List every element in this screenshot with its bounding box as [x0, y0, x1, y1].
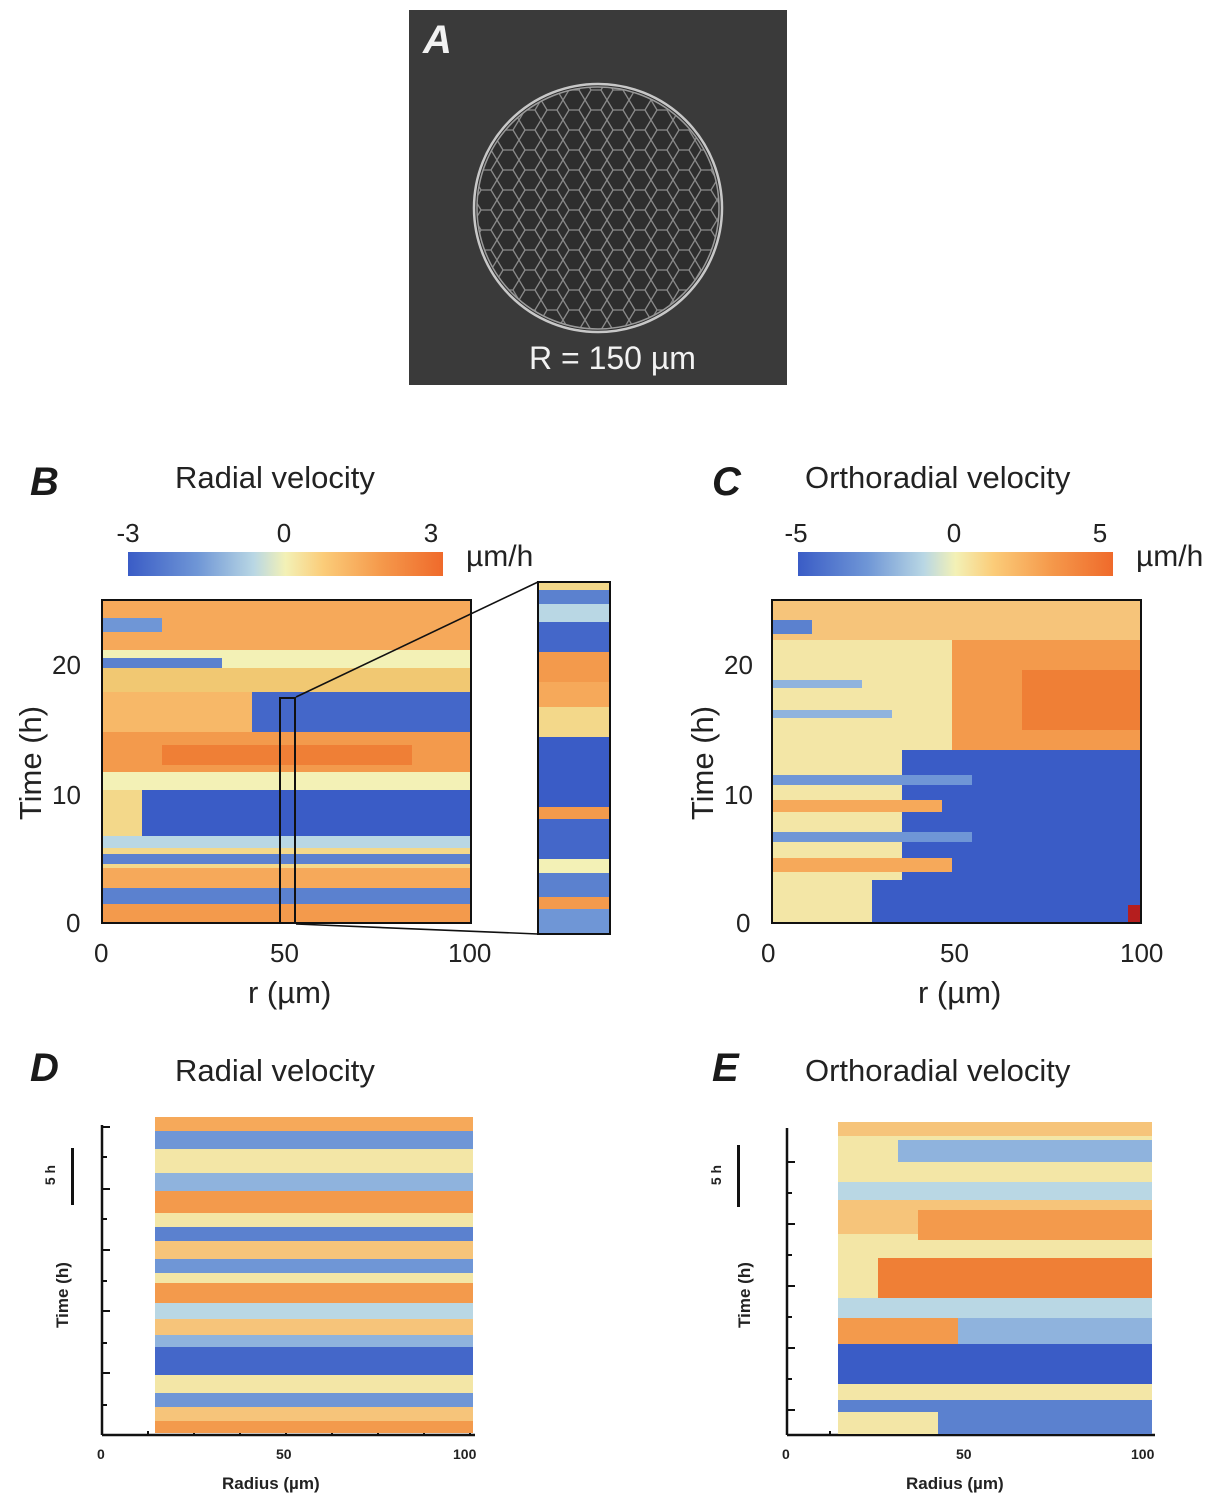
- panel-letter-a: A: [423, 18, 452, 62]
- d-x-tick-100: 100: [453, 1446, 477, 1462]
- heatmap-c: [772, 600, 1140, 922]
- zoom-box-b: [279, 697, 296, 924]
- e-x-tick-50: 50: [956, 1446, 972, 1462]
- b-y-tick-20: 20: [52, 650, 81, 680]
- zoom-strip-b-frame: [537, 581, 611, 935]
- d-x-axis-label: Radius (µm): [222, 1474, 320, 1493]
- colorbar-b-tick-max: 3: [423, 518, 439, 548]
- panel-letter-e: E: [712, 1046, 739, 1090]
- panel-d-scale-bar-label: 5 h: [42, 1164, 59, 1186]
- colorbar-b-tick-mid: 0: [276, 518, 292, 548]
- panel-letter-b: B: [30, 460, 59, 504]
- panel-c-title: Orthoradial velocity: [805, 460, 1071, 495]
- panel-e-scale-bar-label: 5 h: [708, 1164, 725, 1186]
- spheroid-micrograph: [472, 82, 724, 334]
- c-x-tick-100: 100: [1120, 938, 1164, 968]
- panel-e-title: Orthoradial velocity: [805, 1053, 1071, 1088]
- e-y-axis-label: Time (h): [734, 1262, 754, 1328]
- zoom-strip-b: [538, 582, 610, 934]
- heatmap-d: [155, 1117, 473, 1433]
- b-x-tick-0: 0: [94, 938, 109, 968]
- panel-d-scale-bar: [71, 1148, 74, 1205]
- c-y-tick-20: 20: [724, 650, 753, 680]
- colorbar-b-unit: µm/h: [466, 540, 534, 573]
- panel-d-title: Radial velocity: [175, 1053, 375, 1088]
- panel-b-title: Radial velocity: [175, 460, 375, 495]
- c-y-axis-label: Time (h): [685, 705, 721, 821]
- b-y-tick-0: 0: [66, 908, 81, 938]
- c-x-tick-0: 0: [761, 938, 776, 968]
- b-y-tick-10: 10: [52, 780, 81, 810]
- c-y-tick-10: 10: [724, 780, 753, 810]
- b-x-tick-50: 50: [270, 938, 299, 968]
- panel-e-scale-bar: [737, 1145, 740, 1207]
- c-x-tick-50: 50: [940, 938, 969, 968]
- panel-a: A R = 150 µm: [409, 10, 787, 385]
- colorbar-b: [128, 552, 443, 576]
- heatmap-c-frame: [771, 599, 1142, 924]
- e-x-axis-label: Radius (µm): [906, 1474, 1004, 1493]
- e-x-tick-0: 0: [782, 1446, 790, 1462]
- d-x-tick-50: 50: [276, 1446, 292, 1462]
- b-x-tick-100: 100: [448, 938, 492, 968]
- radius-caption: R = 150 µm: [529, 340, 696, 376]
- heatmap-e: [838, 1122, 1152, 1434]
- colorbar-c: [798, 552, 1113, 576]
- b-y-axis-label: Time (h): [13, 705, 49, 821]
- panel-d-axes: [100, 1125, 475, 1437]
- colorbar-c-tick-max: 5: [1092, 518, 1108, 548]
- panel-letter-c: C: [712, 460, 741, 504]
- colorbar-c-tick-mid: 0: [946, 518, 962, 548]
- e-x-tick-100: 100: [1131, 1446, 1155, 1462]
- colorbar-b-tick-min: -3: [116, 518, 140, 548]
- d-y-axis-label: Time (h): [52, 1262, 72, 1328]
- d-x-tick-0: 0: [97, 1446, 105, 1462]
- c-x-axis-label: r (µm): [918, 975, 1002, 1010]
- b-x-axis-label: r (µm): [248, 975, 332, 1010]
- colorbar-c-unit: µm/h: [1136, 540, 1204, 573]
- heatmap-b: [102, 600, 470, 922]
- panel-letter-d: D: [30, 1046, 59, 1090]
- c-y-tick-0: 0: [736, 908, 751, 938]
- colorbar-c-tick-min: -5: [784, 518, 808, 548]
